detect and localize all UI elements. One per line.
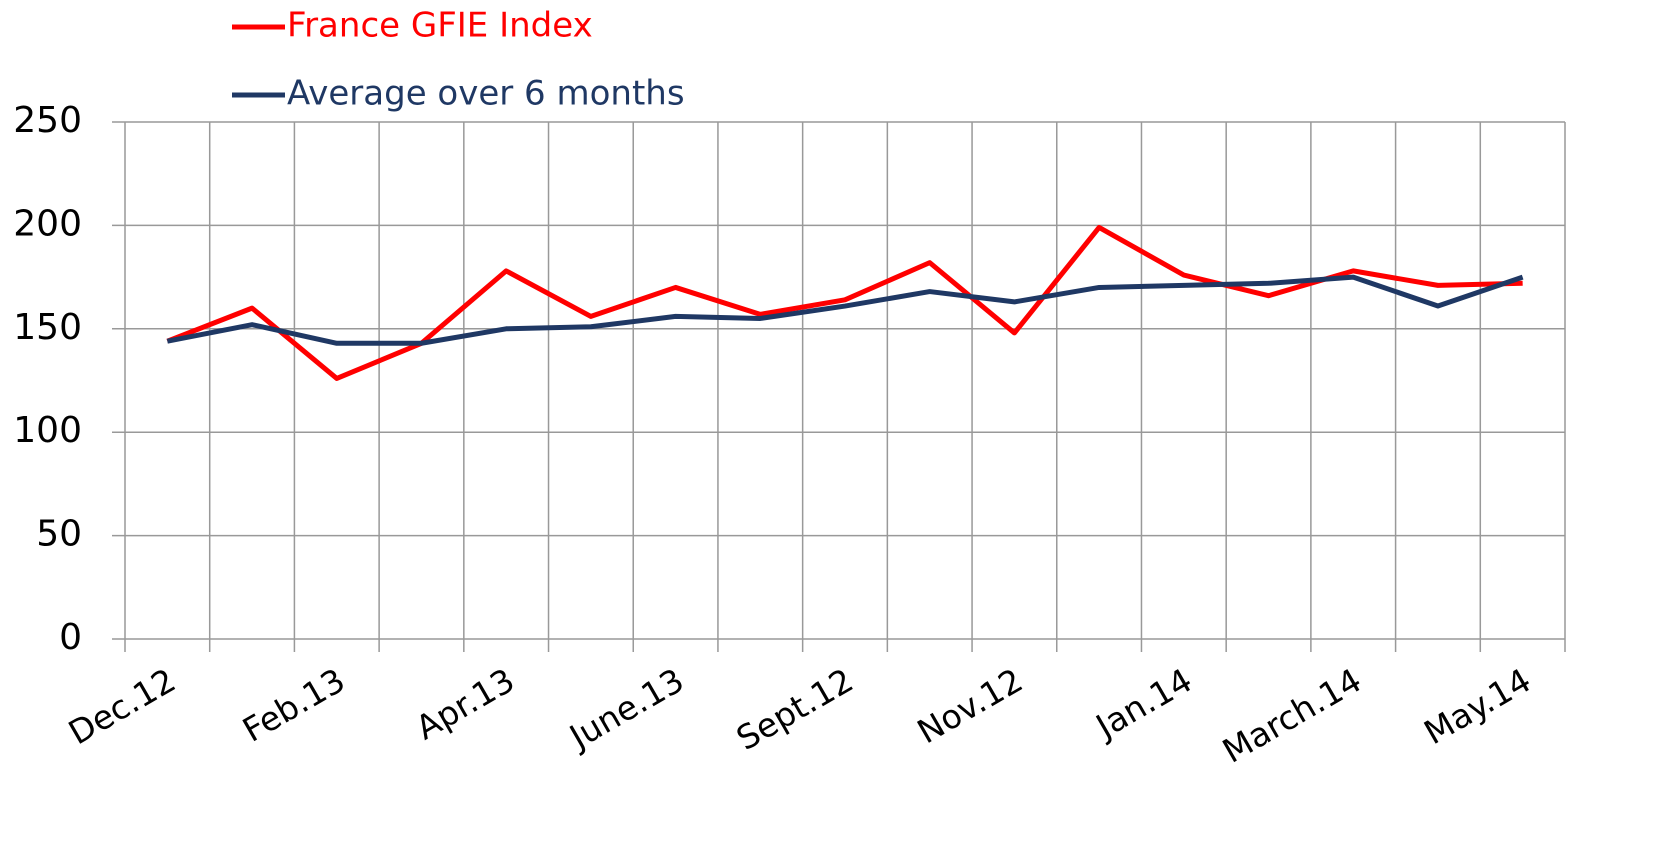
y-tick-label: 200 — [13, 203, 82, 244]
x-tick-label: Jan.14 — [1088, 660, 1199, 746]
series-line — [166, 224, 1523, 381]
y-tick-label: 0 — [59, 617, 82, 658]
x-tick-label: Apr.13 — [409, 660, 521, 747]
legend-label: France GFIE Index — [287, 6, 593, 46]
series-line — [166, 274, 1524, 346]
x-tick-label: Sept.12 — [730, 660, 860, 758]
legend-label: Average over 6 months — [287, 74, 685, 114]
y-tick-label: 100 — [13, 410, 82, 451]
x-tick-label: Feb.13 — [236, 660, 352, 749]
x-tick-label: June.13 — [561, 660, 690, 757]
y-tick-label: 50 — [36, 514, 82, 555]
x-tick-label: March.14 — [1216, 660, 1368, 770]
x-tick-label: May.14 — [1417, 660, 1537, 752]
y-tick-label: 250 — [13, 100, 82, 141]
y-tick-label: 150 — [13, 307, 82, 348]
x-tick-label: Dec.12 — [62, 660, 182, 752]
x-tick-label: Nov.12 — [911, 660, 1030, 751]
